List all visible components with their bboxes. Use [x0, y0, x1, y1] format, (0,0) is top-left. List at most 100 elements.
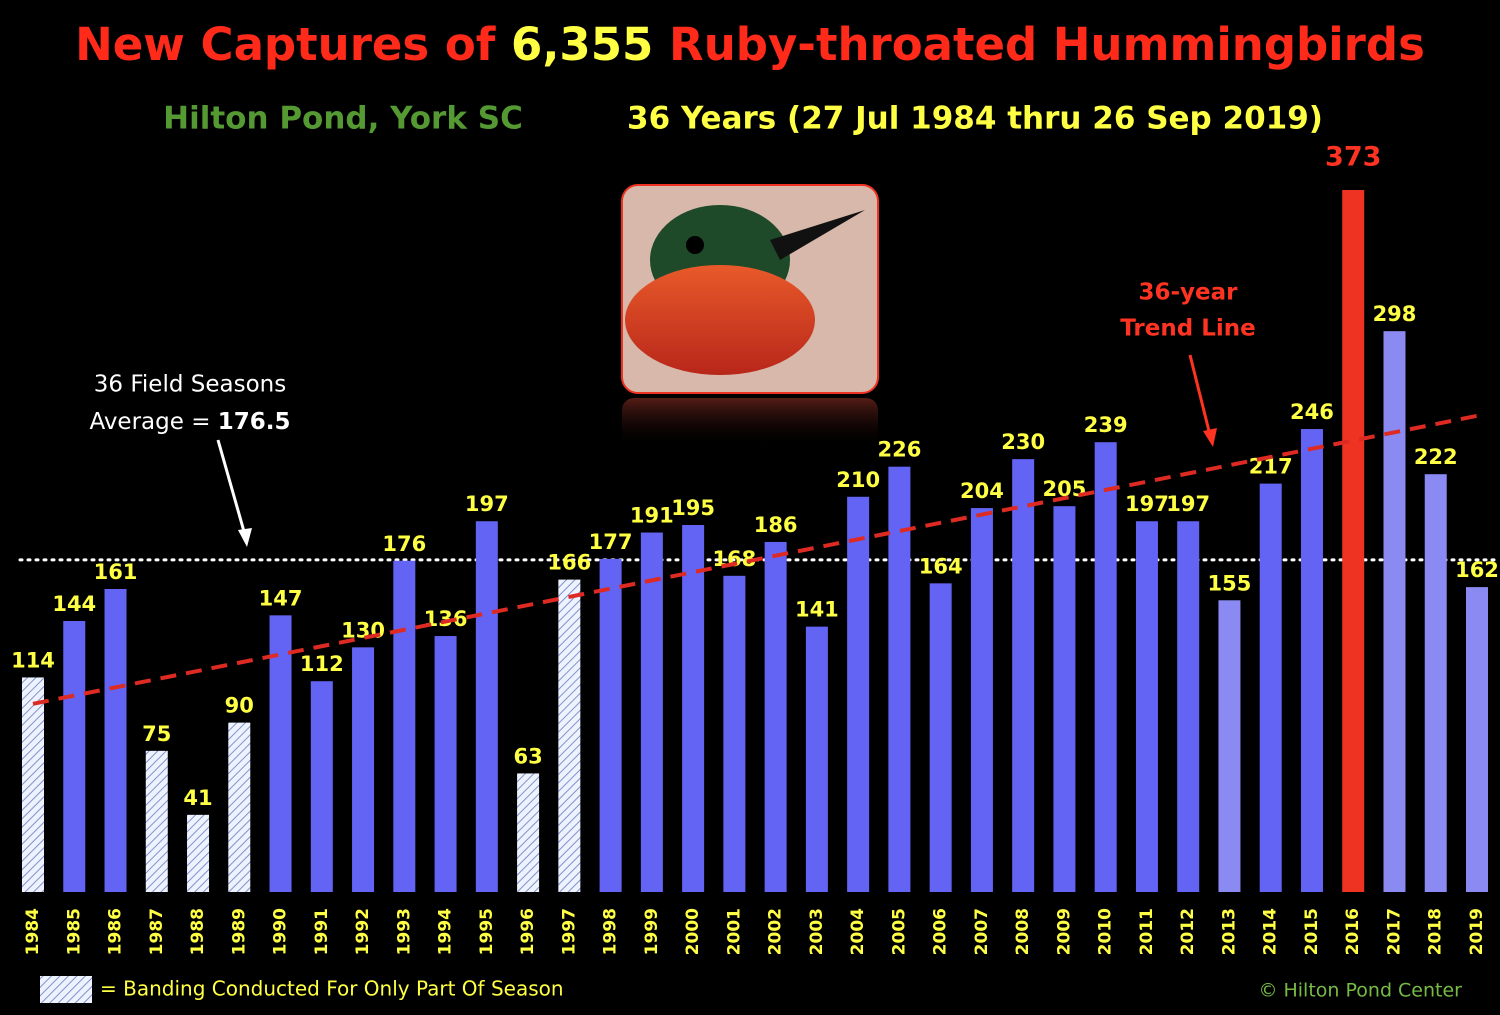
value-label: 114 — [11, 648, 55, 672]
photo — [621, 184, 879, 448]
x-tick-label: 2019 — [1467, 908, 1487, 955]
value-label: 246 — [1290, 400, 1334, 424]
average-label: Average = — [89, 409, 210, 435]
bar — [352, 647, 375, 892]
bar — [434, 636, 457, 892]
bar — [104, 588, 127, 892]
bar — [805, 626, 828, 892]
value-label: 210 — [836, 468, 880, 492]
value-label: 373 — [1325, 142, 1381, 173]
bar — [63, 620, 86, 892]
value-label: 186 — [754, 513, 798, 537]
x-tick-label: 1984 — [23, 908, 43, 955]
value-label: 90 — [225, 694, 254, 718]
x-tick-label: 2009 — [1054, 908, 1074, 955]
x-tick-label: 1996 — [518, 908, 538, 955]
plot: 114 1984 144 1985 161 1986 75 1987 41 1988 90 1989 1… — [11, 142, 1500, 955]
x-tick-label: 1995 — [477, 908, 497, 955]
trend-note: Trend Line — [1120, 316, 1255, 342]
x-tick-label: 2000 — [683, 908, 703, 955]
bar — [228, 722, 251, 892]
value-label: 298 — [1373, 302, 1417, 326]
x-tick-label: 1992 — [353, 908, 373, 955]
value-label: 75 — [142, 722, 171, 746]
bar — [970, 508, 993, 892]
value-label: 222 — [1414, 445, 1458, 469]
bar — [888, 466, 911, 892]
bar — [599, 558, 622, 892]
bar — [145, 750, 168, 892]
average-value: 176.5 — [218, 409, 291, 435]
value-label: 239 — [1084, 413, 1128, 437]
subtitle: 36 Years (27 Jul 1984 thru 26 Sep 2019) — [627, 101, 1323, 137]
value-label: 166 — [547, 551, 591, 575]
x-tick-label: 2004 — [848, 908, 868, 955]
x-tick-label: 1994 — [436, 908, 456, 955]
x-tick-label: 1993 — [394, 908, 414, 955]
bar — [475, 521, 498, 892]
bar — [1259, 483, 1282, 892]
legend-label: = Banding Conducted For Only Part Of Sea… — [100, 977, 564, 1001]
value-label: 164 — [919, 554, 963, 578]
x-tick-label: 2001 — [724, 908, 744, 955]
x-tick-label: 1990 — [271, 908, 291, 955]
bar — [22, 677, 44, 892]
chart-title: New Captures of 6,355 Ruby-throated Humm… — [75, 18, 1425, 71]
x-tick-label: 2016 — [1343, 908, 1363, 955]
bar — [310, 681, 333, 892]
bar — [393, 560, 416, 892]
x-tick-label: 1985 — [64, 908, 84, 955]
bar — [1342, 190, 1365, 892]
average-note: 36 Field Seasons — [94, 372, 286, 398]
credit: © Hilton Pond Center — [1258, 980, 1462, 1002]
bar — [1012, 459, 1035, 892]
x-tick-label: 2003 — [807, 908, 827, 955]
value-label: 191 — [630, 504, 674, 528]
bar — [558, 579, 581, 892]
bar — [517, 773, 540, 892]
x-tick-label: 1998 — [601, 908, 621, 955]
value-label: 130 — [341, 618, 385, 642]
bar — [1053, 506, 1076, 892]
bar — [1300, 429, 1323, 892]
value-label: 144 — [52, 592, 96, 616]
bar — [847, 496, 870, 892]
title-part: Ruby-throated Hummingbirds — [669, 18, 1425, 71]
x-tick-label: 2008 — [1013, 908, 1033, 955]
value-label: 155 — [1208, 571, 1252, 595]
x-tick-label: 2013 — [1219, 908, 1239, 955]
value-label: 63 — [513, 744, 542, 768]
value-label: 226 — [877, 438, 921, 462]
x-tick-label: 1991 — [312, 908, 332, 955]
bar — [1383, 331, 1406, 892]
x-tick-label: 1988 — [188, 908, 208, 955]
value-label: 112 — [300, 652, 344, 676]
value-label: 141 — [795, 598, 839, 622]
bar — [764, 541, 787, 892]
trend-line — [32, 413, 1478, 706]
x-tick-label: 2018 — [1426, 908, 1446, 955]
value-label: 195 — [671, 496, 715, 520]
value-label: 136 — [424, 607, 468, 631]
value-label: 177 — [589, 530, 633, 554]
bar — [640, 532, 663, 892]
x-tick-label: 2014 — [1261, 908, 1281, 955]
x-tick-label: 2010 — [1096, 908, 1116, 955]
bar — [269, 615, 292, 892]
x-tick-label: 2015 — [1302, 908, 1322, 955]
value-label: 204 — [960, 479, 1004, 503]
bar — [1466, 587, 1488, 892]
bar — [1135, 521, 1158, 892]
value-label: 230 — [1001, 430, 1045, 454]
x-tick-label: 2007 — [972, 908, 992, 955]
x-tick-label: 2002 — [766, 908, 786, 955]
legend-swatch — [40, 976, 92, 1003]
value-label: 168 — [712, 547, 756, 571]
value-label: 41 — [183, 786, 212, 810]
subtitle: Hilton Pond, York SC — [163, 101, 523, 137]
bar — [1218, 600, 1241, 892]
title-part: New Captures of — [75, 18, 496, 71]
arrow — [1188, 354, 1212, 436]
x-tick-label: 1986 — [106, 908, 126, 955]
